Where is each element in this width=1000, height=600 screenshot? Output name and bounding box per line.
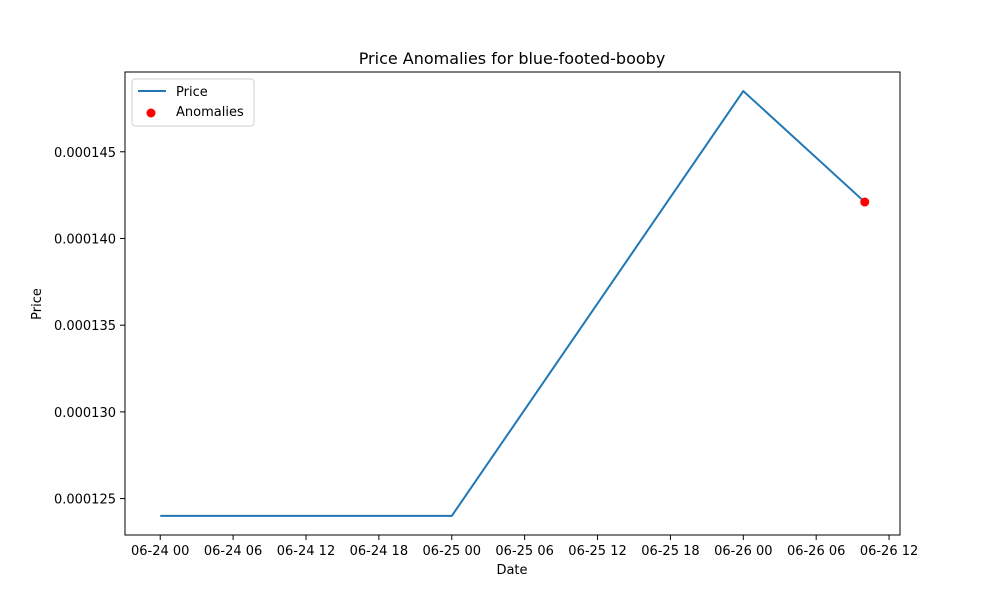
legend-anomalies-label: Anomalies (176, 105, 244, 120)
x-axis-label: Date (496, 563, 527, 578)
chart-title: Price Anomalies for blue-footed-booby (359, 49, 666, 68)
plot-frame (124, 71, 901, 536)
x-tick-label: 06-25 06 (495, 544, 553, 559)
y-axis: 0.000125 0.000130 0.000135 0.000140 0.000145 (54, 146, 125, 508)
legend-anomalies-swatch (146, 108, 156, 118)
price-series-line (160, 90, 866, 517)
anomaly-point (860, 197, 870, 207)
x-tick-label: 06-24 06 (204, 544, 262, 559)
y-tick-label: 0.000145 (54, 146, 116, 161)
x-tick-label: 06-24 12 (277, 544, 335, 559)
y-tick-label: 0.000135 (54, 319, 116, 334)
x-tick-label: 06-24 18 (350, 544, 408, 559)
y-tick-label: 0.000140 (54, 232, 116, 247)
x-tick-label: 06-25 12 (568, 544, 626, 559)
x-tick-label: 06-25 00 (423, 544, 481, 559)
x-tick-label: 06-26 06 (787, 544, 845, 559)
x-tick-label: 06-26 00 (714, 544, 772, 559)
plot-area (160, 90, 870, 517)
x-tick-label: 06-26 12 (860, 544, 918, 559)
x-tick-label: 06-24 00 (131, 544, 189, 559)
legend: Price Anomalies (131, 78, 255, 127)
y-tick-label: 0.000125 (54, 493, 116, 508)
legend-price-label: Price (176, 85, 208, 100)
x-axis: 06-24 00 06-24 06 06-24 12 06-24 18 06-25 00… (131, 535, 918, 559)
x-tick-label: 06-25 18 (641, 544, 699, 559)
y-axis-label: Price (30, 288, 45, 320)
y-tick-label: 0.000130 (54, 406, 116, 421)
